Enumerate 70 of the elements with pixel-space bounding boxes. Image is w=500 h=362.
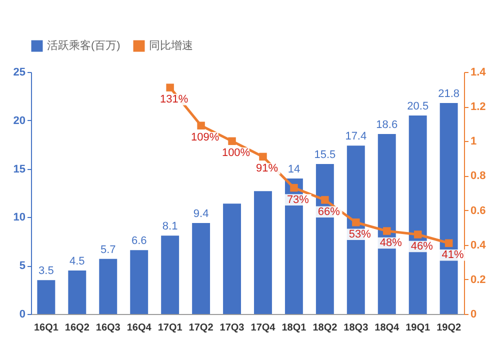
data-label: 109%: [190, 132, 220, 144]
y2-tick-label: 1.4: [470, 66, 487, 78]
y2-tick-label: 0.8: [470, 170, 486, 182]
x-tick-label: 17Q2: [188, 322, 214, 334]
x-tick-label: 17Q1: [158, 322, 183, 334]
y2-tick-label: 1.2: [470, 101, 486, 114]
y-tick-label: 5: [19, 260, 26, 272]
data-label: 18.6: [376, 118, 398, 131]
x-tick-label: 18Q1: [282, 322, 307, 334]
bar: [161, 236, 180, 314]
data-label: 17.4: [345, 130, 367, 143]
point: [197, 122, 205, 130]
data-label: 5.7: [100, 244, 116, 256]
data-label: 131%: [160, 94, 188, 106]
point: [321, 196, 329, 204]
point: [259, 152, 267, 161]
x-tick-label: 16Q4: [126, 322, 152, 334]
bar: [192, 223, 210, 314]
y2-tick-label: 0.4: [470, 239, 487, 252]
data-label: 100%: [222, 147, 250, 160]
data-label: 46%: [410, 240, 434, 252]
x-tick-label: 19Q1: [406, 322, 431, 334]
y-tick-label: 0: [19, 308, 26, 320]
data-label: 8.1: [162, 220, 178, 233]
legend-label: 活跃乘客(百万): [47, 39, 120, 52]
data-label: 66%: [318, 206, 340, 218]
point: [166, 84, 174, 92]
point: [444, 239, 453, 247]
legend-label: 同比增速: [149, 39, 193, 52]
y-tick-label: 20: [13, 114, 26, 127]
data-label: 41%: [442, 249, 464, 262]
data-label: 20.5: [407, 100, 429, 113]
x-tick-label: 17Q4: [250, 322, 276, 334]
y2-tick-label: 0.2: [470, 274, 486, 286]
bar: [37, 280, 56, 314]
y-tick-label: 25: [13, 66, 26, 78]
bar: [130, 250, 148, 314]
y-tick-label: 10: [13, 212, 26, 224]
x-tick-label: 16Q3: [96, 322, 121, 334]
data-label: 9.4: [193, 208, 209, 220]
point: [228, 137, 236, 146]
bar: [254, 191, 272, 314]
x-tick-label: 16Q1: [34, 322, 59, 334]
bar: [68, 270, 86, 314]
x-tick-label: 18Q3: [344, 322, 369, 334]
point: [352, 218, 360, 226]
data-label: 73%: [286, 194, 310, 206]
data-label: 4.5: [70, 255, 85, 268]
x-tick-label: 18Q2: [312, 322, 338, 334]
point: [290, 184, 298, 192]
x-tick-label: 19Q2: [436, 322, 462, 334]
data-label: 53%: [348, 228, 372, 240]
y2-tick-label: 0: [470, 308, 477, 320]
x-tick-label: 17Q3: [220, 322, 245, 334]
y-tick-label: 15: [13, 163, 26, 176]
data-label: 3.5: [38, 265, 54, 278]
point: [414, 230, 422, 238]
point: [383, 227, 391, 235]
y2-tick-label: 1: [470, 136, 477, 148]
data-label: 6.6: [131, 235, 147, 248]
data-label: 91%: [256, 162, 278, 175]
data-label: 14: [288, 163, 300, 176]
data-label: 21.8: [438, 88, 460, 100]
x-tick-label: 16Q2: [64, 322, 90, 334]
data-label: 48%: [380, 237, 402, 250]
x-tick-label: 18Q4: [374, 322, 400, 334]
y2-tick-label: 0.6: [470, 204, 486, 217]
bar: [223, 204, 241, 314]
data-label: 15.5: [314, 148, 336, 161]
bar: [99, 258, 118, 314]
